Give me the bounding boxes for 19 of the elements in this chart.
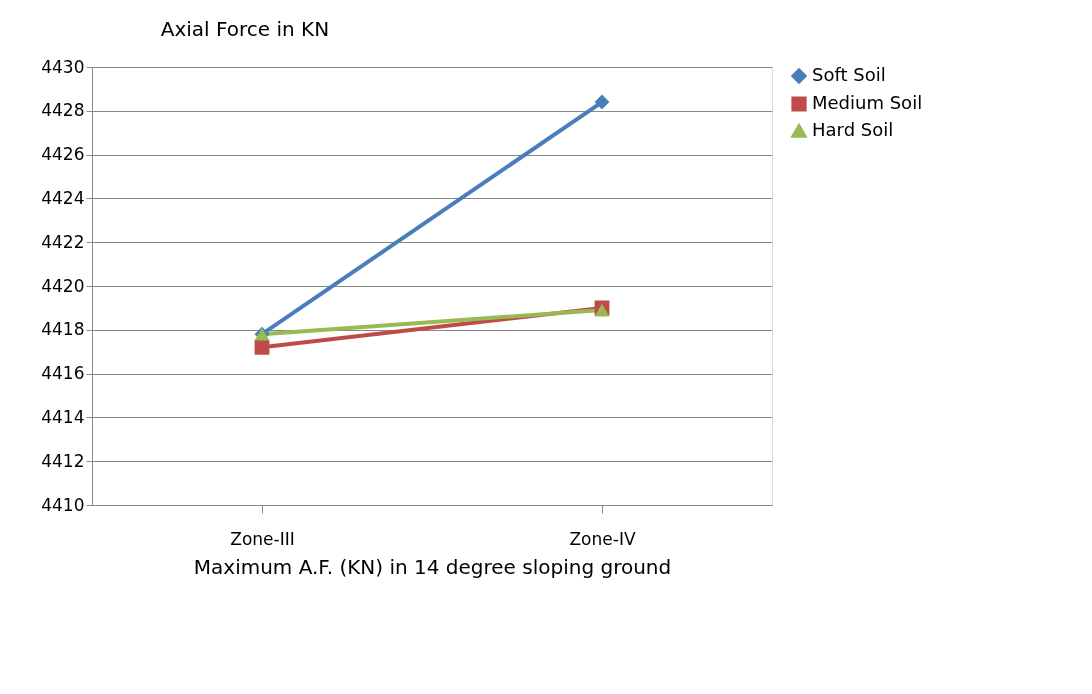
x-tick-label: Zone-III	[230, 528, 295, 549]
y-tick-label: 4428	[41, 100, 85, 121]
x-tick-label: Zone-IV	[569, 528, 636, 549]
y-tick-label: 4414	[41, 406, 85, 427]
y-tick-label: 4426	[41, 144, 85, 165]
legend-label: Soft Soil	[812, 64, 886, 85]
legend-label: Medium Soil	[812, 92, 923, 113]
x-axis-title: Maximum A.F. (KN) in 14 degree sloping ground	[193, 554, 672, 579]
y-tick-label: 4412	[41, 450, 85, 471]
y-tick-label: 4424	[41, 187, 85, 208]
point	[594, 94, 610, 110]
y-tick-label: 4430	[41, 56, 85, 77]
y-tick-label: 4422	[41, 231, 85, 252]
y-tick-label: 4410	[41, 494, 85, 515]
y-tick-label: 4418	[41, 319, 85, 340]
legend-label: Hard Soil	[812, 119, 894, 140]
y-tick-label: 4420	[41, 275, 85, 296]
chart-title: Axial Force in KN	[160, 17, 330, 41]
y-tick-label: 4416	[41, 363, 85, 384]
